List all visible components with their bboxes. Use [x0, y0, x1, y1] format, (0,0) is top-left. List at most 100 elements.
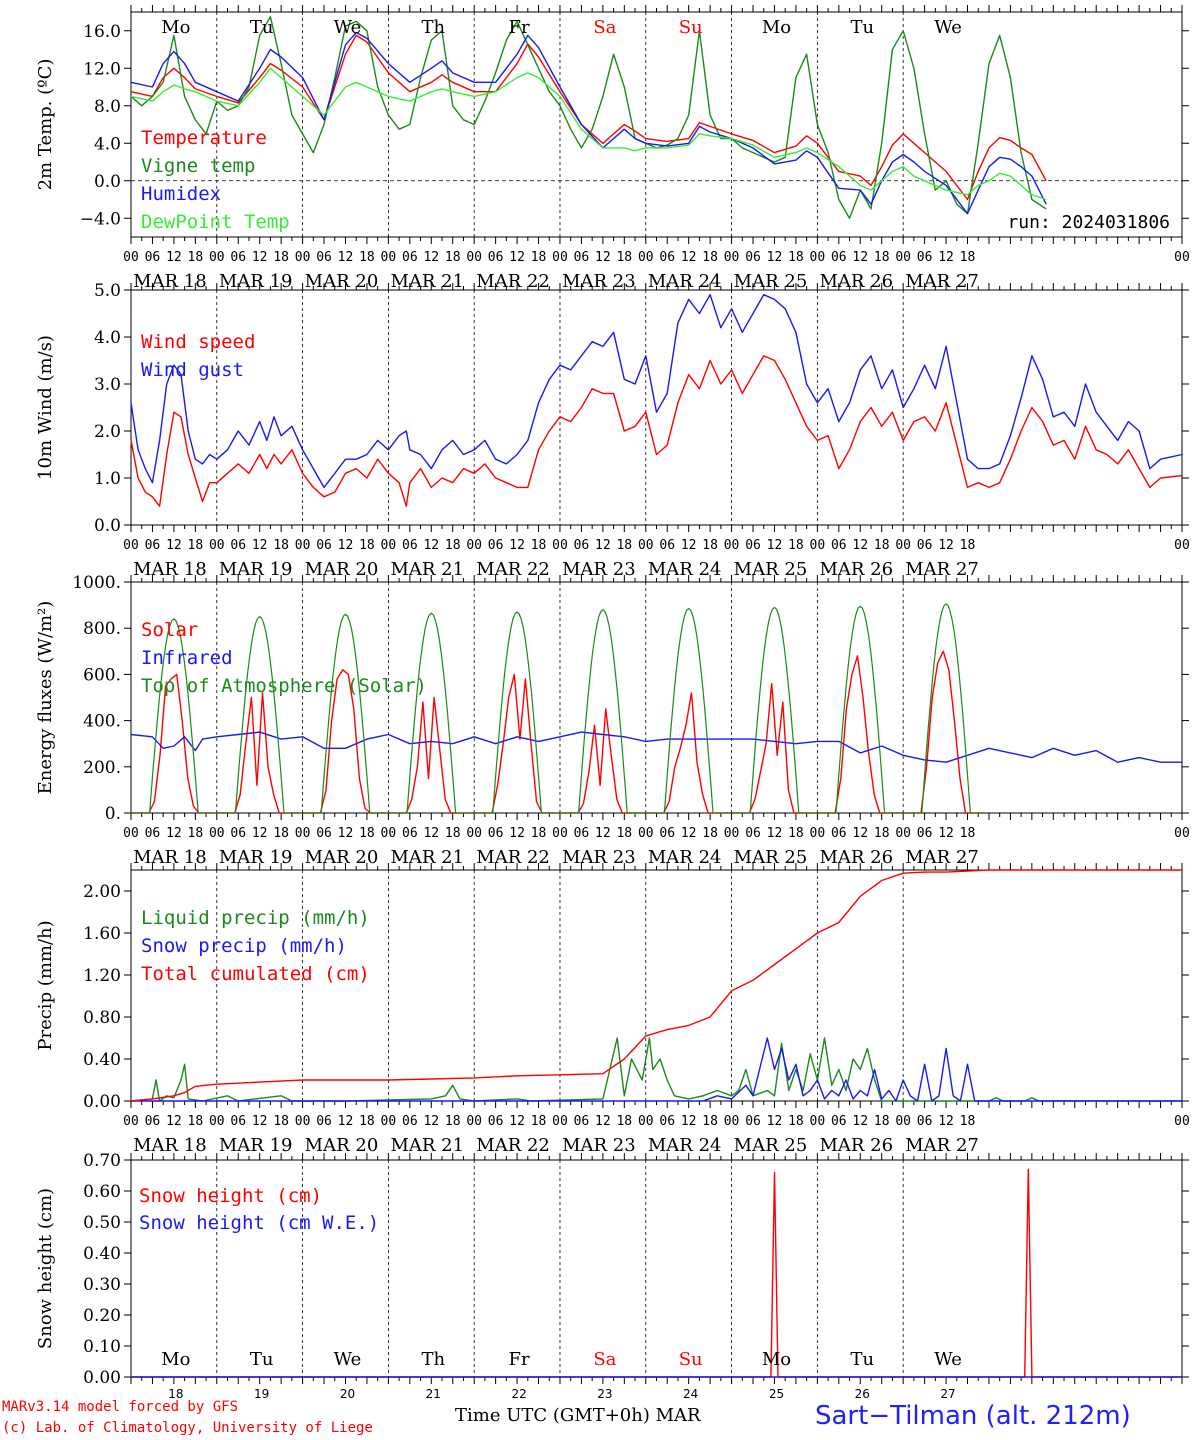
weekday-label: Mo — [762, 1349, 791, 1370]
day-number-label: 24 — [683, 1387, 698, 1401]
hour-tick-label: 00 — [724, 250, 740, 265]
hour-tick-label: 06 — [745, 250, 761, 265]
weekday-label: Th — [421, 17, 445, 38]
panel-energy — [124, 575, 1189, 820]
hour-tick-label: 12 — [338, 250, 354, 265]
legend-wind-speed: Wind speed — [141, 331, 255, 353]
date-label: MAR 19 — [219, 271, 293, 292]
station-label: Sart−Tilman (alt. 212m) — [815, 1401, 1131, 1431]
date-label: MAR 25 — [734, 271, 808, 292]
y-tick-label: 1.20 — [83, 966, 121, 986]
hour-tick-label: 00 — [552, 826, 568, 841]
hour-tick-label: 00 — [895, 538, 911, 553]
hour-tick-label: 18 — [874, 538, 890, 553]
series-top-of-atmosphere-solar-day — [131, 618, 214, 814]
date-label: MAR 24 — [648, 847, 722, 868]
hour-tick-label: 12 — [509, 826, 525, 841]
hour-tick-label: 12 — [938, 1114, 954, 1129]
date-label: MAR 24 — [648, 559, 722, 580]
date-label: MAR 18 — [133, 1135, 207, 1156]
date-label: MAR 19 — [219, 1135, 293, 1156]
hour-tick-label: 06 — [659, 538, 675, 553]
hour-tick-label: 00 — [381, 826, 397, 841]
series-wind-gust — [130, 294, 1183, 489]
y-tick-label: 8.0 — [94, 97, 121, 117]
hour-tick-label: 18 — [616, 1114, 632, 1129]
hour-tick-label: 00 — [381, 250, 397, 265]
y-tick-label: 800. — [83, 619, 121, 639]
legend-wind-gust: Wind gust — [141, 359, 244, 381]
weekday-label: We — [334, 1349, 362, 1370]
series-top-of-atmosphere-solar-day — [302, 613, 385, 814]
date-label: MAR 26 — [819, 271, 893, 292]
date-label: MAR 24 — [648, 271, 722, 292]
weekday-label: Tu — [250, 1349, 274, 1370]
hour-tick-label: 18 — [788, 538, 804, 553]
hour-tick-label: 12 — [595, 826, 611, 841]
month-label: MAR — [655, 1405, 701, 1426]
y-axis-label: 2m Temp. (ºC) — [35, 59, 56, 191]
y-tick-label: 0.20 — [83, 1306, 121, 1326]
hour-tick-label: 00 — [123, 250, 139, 265]
series-solar-day — [817, 655, 900, 814]
weekday-label: Su — [679, 17, 703, 38]
plot-frame-energy — [130, 581, 1183, 814]
date-label: MAR 25 — [734, 1135, 808, 1156]
hour-tick-label: 18 — [188, 250, 204, 265]
date-label: MAR 27 — [905, 1135, 979, 1156]
hour-tick-label: 00 — [295, 1114, 311, 1129]
hour-tick-label: 00 — [1174, 538, 1190, 553]
date-label: MAR 23 — [562, 1135, 636, 1156]
y-axis-label: Energy fluxes (W/m²) — [35, 601, 56, 795]
hour-tick-label: 18 — [702, 826, 718, 841]
hour-tick-label: 06 — [574, 1114, 590, 1129]
hour-tick-label: 00 — [638, 538, 654, 553]
y-tick-label: 5.0 — [94, 281, 121, 301]
hour-tick-label: 12 — [166, 538, 182, 553]
date-label: MAR 21 — [390, 1135, 464, 1156]
hour-tick-label: 12 — [852, 250, 868, 265]
hour-tick-label: 18 — [359, 250, 375, 265]
legend-snow-height-cm-w-e: Snow height (cm W.E.) — [139, 1212, 379, 1234]
weekday-label: Mo — [161, 17, 190, 38]
y-tick-label: 4.0 — [94, 328, 121, 348]
legend-snow-height-cm: Snow height (cm) — [139, 1185, 322, 1207]
hour-tick-label: 06 — [831, 538, 847, 553]
date-label: MAR 22 — [476, 847, 550, 868]
hour-tick-label: 00 — [724, 1114, 740, 1129]
hour-tick-label: 06 — [230, 538, 246, 553]
day-number-label: 25 — [769, 1387, 784, 1401]
hour-tick-label: 00 — [724, 538, 740, 553]
series-humidex — [130, 31, 1047, 215]
hour-tick-label: 18 — [960, 1114, 976, 1129]
hour-tick-label: 00 — [895, 826, 911, 841]
hour-tick-label: 12 — [767, 1114, 783, 1129]
hour-tick-label: 06 — [745, 826, 761, 841]
hour-tick-label: 06 — [488, 538, 504, 553]
hour-tick-label: 12 — [681, 826, 697, 841]
date-label: MAR 23 — [562, 271, 636, 292]
hour-tick-label: 00 — [123, 1114, 139, 1129]
hour-tick-label: 00 — [1174, 1114, 1190, 1129]
hour-tick-label: 06 — [230, 250, 246, 265]
series-top-of-atmosphere-solar-day — [216, 616, 299, 814]
legend-dewpoint-temp: DewPoint Temp — [141, 211, 290, 233]
hour-tick-label: 06 — [659, 1114, 675, 1129]
hour-tick-label: 06 — [145, 538, 161, 553]
hour-tick-label: 12 — [767, 538, 783, 553]
hour-tick-label: 06 — [745, 538, 761, 553]
y-tick-label: 200. — [83, 758, 121, 778]
hour-tick-label: 06 — [402, 1114, 418, 1129]
hour-tick-label: 12 — [938, 538, 954, 553]
y-tick-label: 600. — [83, 665, 121, 685]
run-label: run: 2024031806 — [1007, 212, 1170, 233]
hour-tick-label: 12 — [767, 826, 783, 841]
hour-tick-label: 06 — [402, 826, 418, 841]
hour-tick-label: 06 — [659, 826, 675, 841]
y-tick-label: 0.80 — [83, 1008, 121, 1028]
series-top-of-atmosphere-solar-day — [474, 611, 557, 814]
hour-tick-label: 06 — [917, 1114, 933, 1129]
hour-tick-label: 00 — [1174, 250, 1190, 265]
hour-tick-label: 12 — [252, 1114, 268, 1129]
